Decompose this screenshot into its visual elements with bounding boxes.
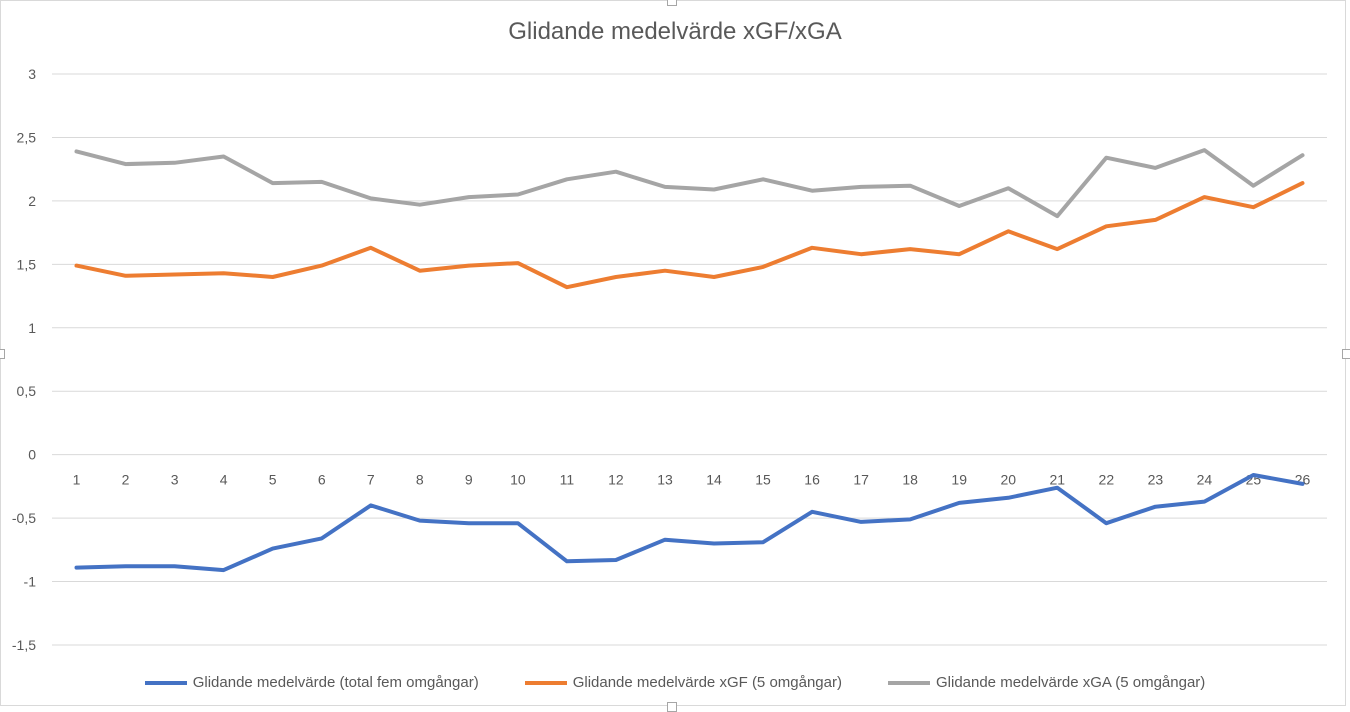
- legend-swatch-xgf: [524, 680, 567, 685]
- y-tick-label: 2: [28, 193, 36, 209]
- x-tick-label: 22: [1099, 472, 1115, 488]
- series-line-1[interactable]: [74, 473, 1305, 573]
- x-tick-label: 13: [657, 472, 673, 488]
- x-tick-label: 18: [902, 472, 918, 488]
- x-tick-label: 3: [171, 472, 179, 488]
- legend-item-xgf[interactable]: Glidande medelvärde xGF (5 omgångar): [524, 674, 842, 691]
- x-tick-label: 4: [220, 472, 228, 488]
- legend-item-total[interactable]: Glidande medelvärde (total fem omgångar): [144, 674, 479, 691]
- y-tick-label: 1: [28, 320, 36, 336]
- legend: Glidande medelvärde (total fem omgångar)…: [0, 674, 1350, 691]
- x-tick-label: 10: [510, 472, 526, 488]
- y-tick-label: 3: [28, 66, 36, 82]
- y-tick-label: 0,5: [17, 383, 37, 399]
- x-tick-label: 2: [122, 472, 130, 488]
- y-tick-label: -1,5: [12, 637, 36, 653]
- x-tick-label: 20: [1000, 472, 1016, 488]
- legend-label-total: Glidande medelvärde (total fem omgångar): [192, 674, 479, 691]
- x-tick-label: 16: [804, 472, 820, 488]
- x-tick-label: 15: [755, 472, 771, 488]
- y-tick-label: -1: [24, 574, 37, 590]
- x-tick-label: 12: [608, 472, 624, 488]
- legend-label-xga: Glidande medelvärde xGA (5 omgångar): [935, 674, 1206, 691]
- x-tick-label: 23: [1148, 472, 1164, 488]
- x-tick-label: 9: [465, 472, 473, 488]
- y-tick-label: 0: [28, 447, 36, 463]
- legend-swatch-xga: [887, 680, 930, 685]
- x-tick-label: 21: [1049, 472, 1065, 488]
- y-tick-label: 2,5: [17, 129, 37, 145]
- x-tick-label: 8: [416, 472, 424, 488]
- series-line-2[interactable]: [74, 181, 1305, 290]
- resize-handle-right[interactable]: [1342, 349, 1350, 359]
- x-tick-label: 19: [951, 472, 967, 488]
- series-line-3[interactable]: [74, 148, 1305, 219]
- resize-handle-top[interactable]: [667, 0, 677, 6]
- resize-handle-left[interactable]: [0, 349, 5, 359]
- x-tick-label: 17: [853, 472, 869, 488]
- legend-item-xga[interactable]: Glidande medelvärde xGA (5 omgångar): [887, 674, 1206, 691]
- y-tick-label: -0,5: [12, 510, 36, 526]
- x-tick-label: 24: [1197, 472, 1213, 488]
- x-tick-label: 5: [269, 472, 277, 488]
- x-tick-label: 14: [706, 472, 722, 488]
- y-tick-label: 1,5: [17, 256, 37, 272]
- chart-title: Glidande medelvärde xGF/xGA: [508, 18, 842, 45]
- x-tick-label: 7: [367, 472, 375, 488]
- x-tick-label: 11: [560, 472, 575, 488]
- x-tick-label: 6: [318, 472, 326, 488]
- x-tick-label: 1: [73, 472, 81, 488]
- legend-label-xgf: Glidande medelvärde xGF (5 omgångar): [572, 674, 842, 691]
- legend-swatch-total: [144, 680, 187, 685]
